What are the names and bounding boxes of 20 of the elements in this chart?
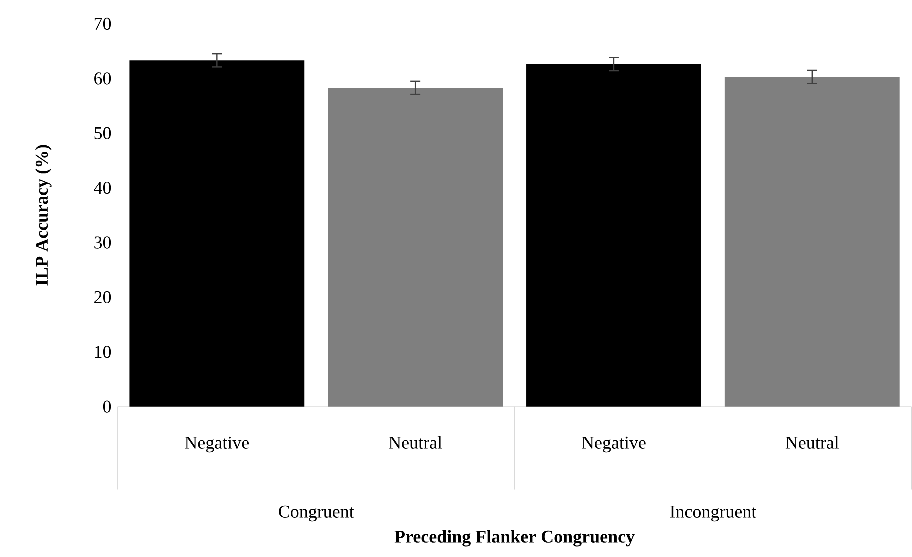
bar: [724, 77, 900, 407]
bar: [526, 64, 702, 407]
y-tick-label: 20: [94, 291, 112, 304]
y-tick-label: 10: [95, 346, 112, 358]
x-axis-title: Preceding Flanker Congruency: [394, 530, 635, 547]
y-tick-label: 60: [94, 72, 112, 85]
y-tick-label: 30: [94, 236, 112, 249]
y-tick-label: 70: [94, 18, 112, 30]
x-tick-label: Neutral: [389, 436, 442, 450]
bar: [130, 60, 305, 407]
y-tick-label: 40: [94, 182, 112, 194]
text: Incongruent: [670, 506, 757, 522]
text: Congruent: [279, 506, 354, 522]
x-tick-label: Negative: [582, 437, 646, 453]
y-axis-title: ILP Accuracy (%): [35, 145, 52, 286]
y-tick-label: 0: [103, 400, 112, 414]
bar: [328, 88, 504, 407]
y-tick-label: 50: [94, 127, 112, 140]
x-tick-label: Negative: [185, 437, 250, 453]
x-tick-label: Neutral: [786, 436, 840, 450]
